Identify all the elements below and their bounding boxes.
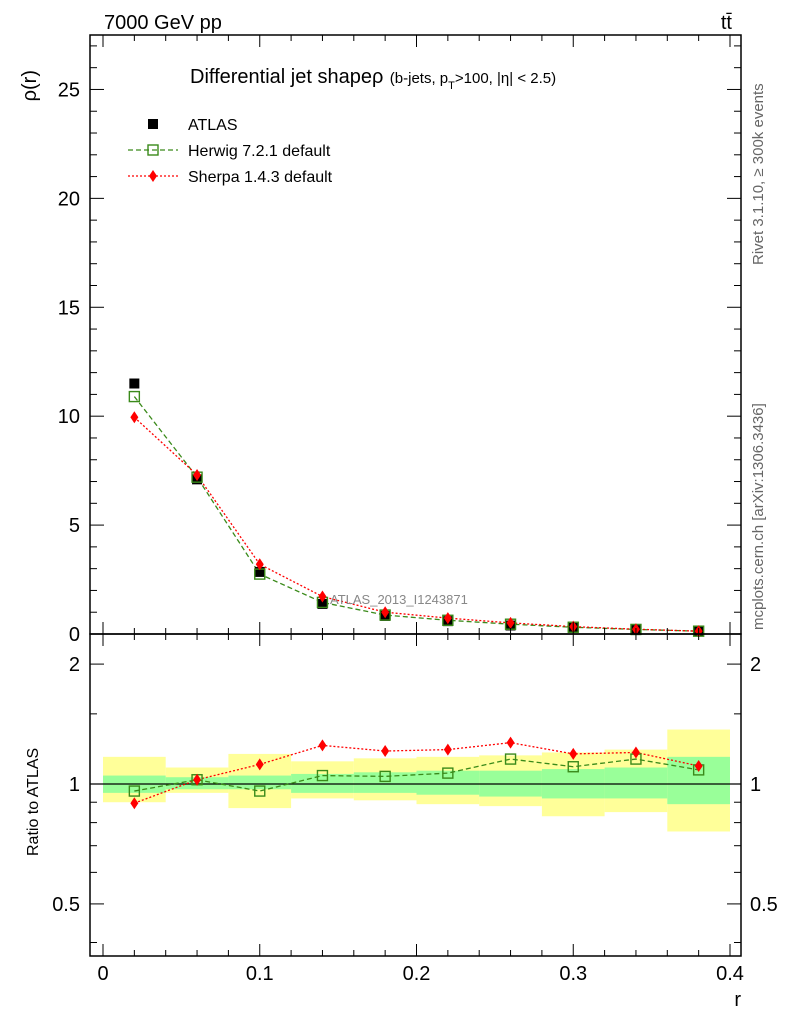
- ratio-herwig-point: [567, 761, 579, 773]
- chart-title: Differential jet shapeρ (b-jets, pT>100,…: [190, 66, 556, 92]
- ratio-herwig-line: [134, 758, 699, 792]
- ratio-sherpa-point: [130, 797, 139, 810]
- stat-uncertainty-band: [291, 773, 354, 793]
- ratio-herwig-point: [442, 767, 454, 779]
- x-tick-label: 0: [97, 963, 108, 985]
- y-tick-label: 25: [58, 79, 80, 101]
- rivet-label: Rivet 3.1.10, ≥ 300k events: [750, 83, 767, 265]
- x-tick-label: 0.3: [559, 963, 587, 985]
- legend-sherpa-marker: [149, 170, 157, 182]
- ratio-sherpa-point: [569, 747, 578, 760]
- chart-title-main: Differential jet shapeρ: [190, 66, 383, 88]
- legend-herwig-label: Herwig 7.2.1 default: [188, 143, 331, 160]
- y-tick-label: 5: [69, 515, 80, 537]
- top-sherpa-point: [318, 590, 327, 603]
- top-y-axis-label: ρ(r): [19, 70, 41, 101]
- top-sherpa-point: [381, 606, 390, 619]
- top-atlas-point: [254, 566, 265, 577]
- ratio-sherpa-point: [255, 758, 264, 771]
- ratio-herwig-point: [379, 770, 391, 783]
- legend-atlas-label: ATLAS: [188, 117, 238, 134]
- ratio-sherpa-point: [694, 759, 703, 772]
- y-tick-label: 20: [58, 188, 80, 210]
- stat-uncertainty-band: [416, 770, 480, 795]
- ratio-panel-frame: [89, 633, 742, 957]
- header-left: 7000 GeV pp: [104, 12, 222, 34]
- x-tick-label: 0.2: [403, 963, 431, 985]
- stat-uncertainty-band: [228, 775, 292, 790]
- mcplots-label: mcplots.cern.ch [arXiv:1306.3436]: [750, 403, 767, 630]
- watermark: ATLAS_2013_I1243871: [330, 592, 468, 607]
- ratio-herwig-point: [504, 753, 517, 765]
- ratio-herwig-point: [316, 769, 329, 782]
- header-right: tt̄: [721, 12, 733, 34]
- top-sherpa-point: [193, 468, 202, 481]
- y-tick-label: 10: [58, 406, 80, 428]
- top-sherpa-point: [443, 612, 452, 625]
- ratio-sherpa-point: [443, 743, 452, 756]
- legend-sherpa-label: Sherpa 1.4.3 default: [188, 169, 333, 186]
- ratio-sherpa-line: [134, 741, 699, 804]
- ratio-herwig-point: [128, 785, 141, 797]
- ratio-sherpa-point: [193, 773, 202, 786]
- x-tick-label: 0.1: [246, 963, 274, 985]
- top-atlas-point: [317, 598, 328, 609]
- ratio-sherpa-point: [631, 746, 640, 759]
- top-sherpa-point: [506, 616, 515, 629]
- legend-herwig-marker: [147, 144, 159, 156]
- ratio-y-tick-label-right: 0.5: [750, 894, 778, 916]
- top-sherpa-point: [130, 411, 139, 424]
- stat-uncertainty-band: [604, 767, 668, 799]
- stat-uncertainty-band: [353, 772, 417, 793]
- ratio-sherpa-point: [506, 736, 515, 749]
- ratio-sherpa-point: [381, 745, 390, 758]
- y-tick-label: 0: [69, 624, 80, 646]
- ratio-sherpa-point: [318, 739, 327, 752]
- x-tick-label: 0.4: [716, 963, 744, 985]
- ratio-y-tick-label: 2: [69, 654, 80, 676]
- y-tick-label: 15: [58, 297, 80, 319]
- chart-title-sub: (b-jets, pT>100, |η| < 2.5): [390, 70, 556, 92]
- ratio-y-tick-label: 1: [69, 774, 80, 796]
- top-sherpa-point: [255, 558, 264, 571]
- top-sherpa-line: [133, 416, 699, 632]
- ratio-y-tick-label-right: 2: [750, 654, 761, 676]
- top-atlas-point: [129, 378, 140, 389]
- legend-atlas-marker: [148, 119, 158, 129]
- ratio-y-tick-label: 0.5: [52, 894, 80, 916]
- x-axis-label: r: [734, 989, 741, 1011]
- top-herwig-point: [128, 390, 141, 403]
- bottom-y-axis-label: Ratio to ATLAS: [25, 748, 42, 856]
- ratio-herwig-point: [254, 785, 266, 797]
- ratio-y-tick-label-right: 1: [750, 774, 761, 796]
- legend: ATLAS Herwig 7.2.1 default Sherpa 1.4.3 de…: [128, 117, 333, 186]
